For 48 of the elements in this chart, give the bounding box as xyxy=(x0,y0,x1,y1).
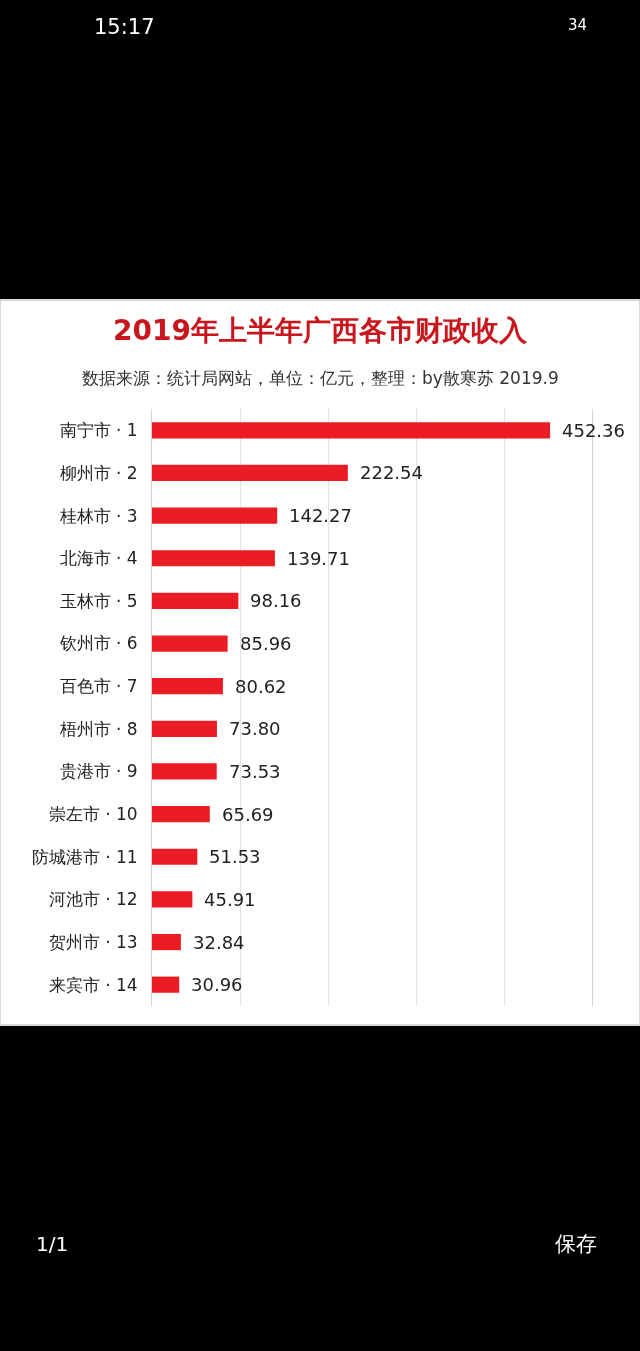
y-tick-label: 河池市 · 12 xyxy=(48,889,138,910)
y-tick-label: 钦州市 · 6 xyxy=(58,633,138,654)
data-label: 222.54 xyxy=(360,462,423,483)
y-tick-label: 玉林市 · 5 xyxy=(59,590,138,611)
data-label: 73.80 xyxy=(229,718,281,739)
data-label: 142.27 xyxy=(289,505,352,526)
y-tick-label: 梧州市 · 8 xyxy=(58,718,138,739)
y-tick-label: 来宾市 · 14 xyxy=(48,974,138,995)
bar xyxy=(152,763,217,780)
text: 1/1 xyxy=(36,1232,69,1256)
data-label: 452.36 xyxy=(562,420,625,441)
data-label: 65.69 xyxy=(222,804,274,825)
bar xyxy=(152,806,210,823)
bar xyxy=(152,848,198,865)
data-label: 80.62 xyxy=(235,676,287,697)
y-tick-label: 崇左市 · 10 xyxy=(48,804,138,825)
bar xyxy=(152,720,217,737)
y-tick-label: 桂林市 · 3 xyxy=(58,505,138,526)
bar xyxy=(152,464,348,482)
bar xyxy=(152,678,223,695)
bar xyxy=(152,891,193,908)
data-label: 73.53 xyxy=(229,761,281,782)
bar xyxy=(152,592,239,609)
y-tick-label: 柳州市 · 2 xyxy=(59,462,138,483)
bar xyxy=(152,933,181,951)
y-tick-label: 北海市 · 4 xyxy=(59,548,138,569)
data-label: 32.84 xyxy=(193,932,245,953)
data-label: 51.53 xyxy=(209,846,261,867)
data-label: 45.91 xyxy=(204,889,256,910)
text: 34 xyxy=(568,16,588,34)
y-tick-label: 贺州市 · 13 xyxy=(48,931,138,952)
bar xyxy=(152,422,551,439)
text: 15:17 xyxy=(94,15,155,39)
data-label: 98.16 xyxy=(250,590,302,611)
y-tick-label: 百色市 · 7 xyxy=(59,676,138,697)
chart-subtitle: 数据来源：统计局网站，单位：亿元，整理：by散寒苏 2019.9 xyxy=(82,368,559,388)
bar xyxy=(152,550,275,567)
bar xyxy=(152,976,180,993)
data-label: 85.96 xyxy=(240,633,292,654)
chart-title: 2019年上半年广西各市财政收入 xyxy=(113,314,528,347)
bar xyxy=(152,507,278,524)
data-label: 30.96 xyxy=(191,974,243,995)
bar xyxy=(152,635,228,652)
data-label: 139.71 xyxy=(287,548,350,569)
text: 保存 xyxy=(555,1232,597,1256)
y-tick-label: 防城港市 · 11 xyxy=(31,846,138,867)
y-tick-label: 贵港市 · 9 xyxy=(59,761,138,782)
y-tick-label: 南宁市 · 1 xyxy=(59,420,138,441)
